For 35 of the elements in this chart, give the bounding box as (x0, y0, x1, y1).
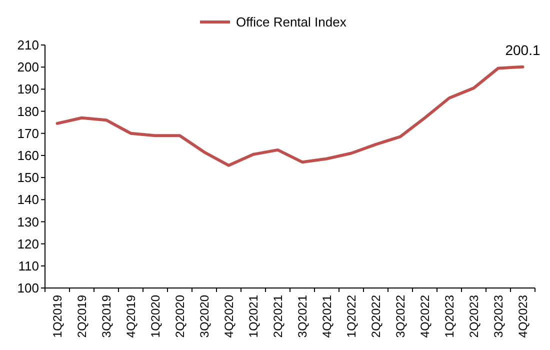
x-tick-label: 2Q2022 (368, 294, 383, 338)
x-tick-label: 1Q2023 (442, 294, 456, 338)
x-tick-label: 2Q2021 (270, 294, 285, 338)
x-tick-label: 4Q2020 (222, 294, 236, 338)
x-tick-label: 1Q2022 (344, 294, 358, 338)
x-tick-label: 2Q2019 (74, 294, 89, 338)
x-tick-label: 1Q2019 (50, 294, 64, 338)
y-tick-label: 180 (17, 104, 39, 119)
x-tick-label: 3Q2021 (295, 294, 310, 338)
y-tick-label: 210 (17, 38, 39, 53)
x-tick-label: 1Q2021 (246, 294, 260, 338)
legend-label: Office Rental Index (236, 14, 347, 30)
x-tick-label: 4Q2019 (124, 294, 138, 338)
y-tick-label: 190 (17, 82, 39, 97)
y-tick-label: 150 (17, 170, 39, 186)
y-tick-label: 120 (17, 236, 39, 252)
line-series (56, 65, 524, 167)
x-tick-label: 3Q2022 (393, 294, 408, 338)
y-tick-label: 130 (17, 214, 39, 230)
x-tick-label: 1Q2020 (148, 294, 162, 338)
annotation: 200.1 (505, 42, 540, 58)
x-tick-label: 3Q2020 (197, 294, 212, 338)
x-tick-label: 2Q2020 (172, 294, 187, 338)
y-tick-label: 140 (17, 192, 39, 208)
x-tick-label: 4Q2022 (418, 294, 432, 338)
x-tick-label: 4Q2023 (516, 294, 530, 338)
y-tick-label: 110 (18, 258, 39, 274)
y-tick-label: 100 (17, 280, 39, 296)
y-tick-label: 160 (17, 148, 39, 164)
x-tick-label: 3Q2019 (99, 294, 114, 338)
y-tick-label: 170 (17, 126, 39, 141)
y-tick-label: 200 (17, 60, 39, 75)
x-tick-label: 2Q2023 (466, 294, 481, 338)
x-tick-label: 3Q2023 (491, 294, 506, 338)
x-tick-label: 4Q2021 (320, 294, 334, 338)
